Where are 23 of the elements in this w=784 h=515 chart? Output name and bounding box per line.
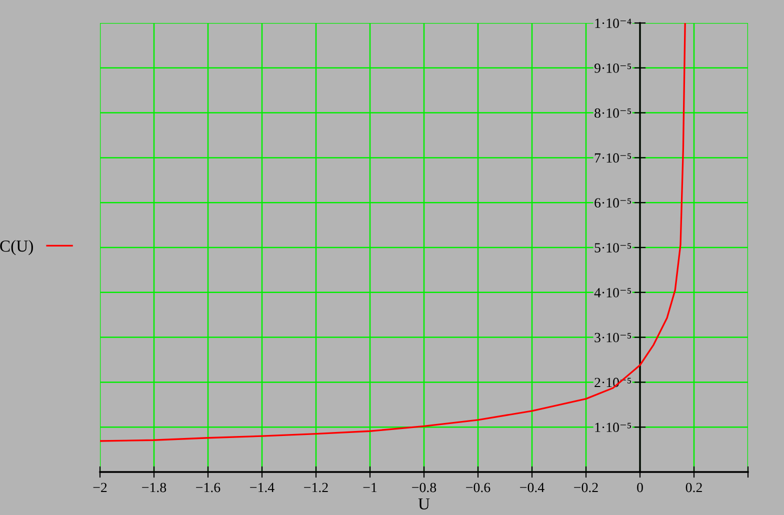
x-tick-label: −0.6 xyxy=(466,482,490,492)
y-tick-label: 1·10⁻⁵ xyxy=(595,422,631,432)
y-tick-label: 4·10⁻⁵ xyxy=(594,288,631,298)
y-tick-label: 6·10⁻⁵ xyxy=(594,198,631,208)
y-tick-label: 8·10⁻⁵ xyxy=(594,108,631,118)
x-tick-label: −1.2 xyxy=(304,482,328,492)
y-tick-label: 1·10⁻⁴ xyxy=(595,18,632,28)
x-tick-label: −1.8 xyxy=(142,482,166,492)
y-tick-label: 9·10⁻⁵ xyxy=(594,63,631,73)
x-axis-title: U xyxy=(418,498,430,510)
x-tick-label: −1.6 xyxy=(196,482,220,492)
x-tick-label: 0 xyxy=(637,482,643,492)
y-tick-label: 7·10⁻⁵ xyxy=(594,153,631,163)
x-tick-label: −0.4 xyxy=(520,482,544,492)
legend-label: C(U) xyxy=(0,240,33,256)
y-tick-label: 5·10⁻⁵ xyxy=(594,243,631,252)
x-tick-label: −0.8 xyxy=(412,482,436,492)
x-tick-label: −1 xyxy=(363,482,377,492)
x-tick-label: −1.4 xyxy=(250,482,274,492)
x-tick-label: −2 xyxy=(93,482,107,492)
x-tick-label: −0.2 xyxy=(574,482,598,492)
y-tick-label: 3·10⁻⁵ xyxy=(594,332,631,342)
x-tick-label: 0.2 xyxy=(686,482,702,492)
